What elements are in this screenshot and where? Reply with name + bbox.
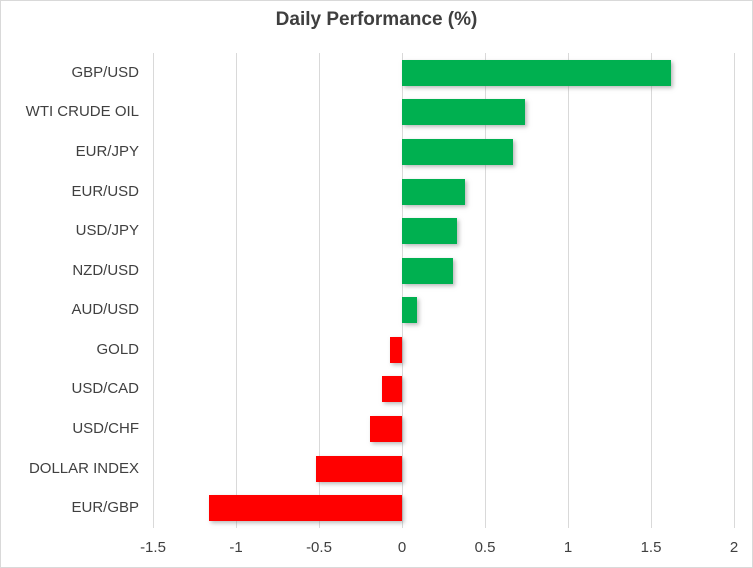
x-tick-label: 1 <box>563 539 573 556</box>
gridline <box>733 53 735 528</box>
category-label: GBP/USD <box>71 63 139 81</box>
bar-aud-usd <box>402 297 417 324</box>
x-tick-label: -1 <box>229 539 243 556</box>
category-label: USD/CAD <box>71 380 139 398</box>
x-tick-label: 0.5 <box>474 539 496 556</box>
x-tick-label: 0 <box>397 539 407 556</box>
category-label: EUR/JPY <box>75 142 139 160</box>
bar-usd-chf <box>370 416 402 443</box>
bar-wti-crude-oil <box>402 99 525 126</box>
category-label: EUR/GBP <box>71 499 139 517</box>
bar-usd-jpy <box>402 218 457 245</box>
gridline <box>318 53 320 528</box>
bar-gbp-usd <box>402 59 671 86</box>
bar-dollar-index <box>315 455 402 482</box>
x-tick-label: -0.5 <box>306 539 332 556</box>
bar-usd-cad <box>382 376 402 403</box>
bar-nzd-usd <box>402 257 454 284</box>
bar-eur-usd <box>402 178 466 205</box>
gridline <box>567 53 569 528</box>
category-label: AUD/USD <box>71 301 139 319</box>
gridline <box>484 53 486 528</box>
bar-eur-gbp <box>209 495 402 522</box>
x-tick-label: -1.5 <box>140 539 166 556</box>
category-label: WTI CRUDE OIL <box>25 103 139 121</box>
x-tick-label: 1.5 <box>640 539 662 556</box>
category-label: NZD/USD <box>72 261 139 279</box>
gridline <box>152 53 154 528</box>
gridline <box>650 53 652 528</box>
x-tick-label: 2 <box>729 539 739 556</box>
category-label: GOLD <box>96 340 139 358</box>
category-label: USD/CHF <box>72 420 139 438</box>
gridline <box>235 53 237 528</box>
category-label: USD/JPY <box>75 222 139 240</box>
category-label: DOLLAR INDEX <box>28 459 139 477</box>
bar-gold <box>390 336 402 363</box>
chart-title: Daily Performance (%) <box>275 9 478 30</box>
gridline <box>401 53 403 528</box>
category-label: EUR/USD <box>71 182 139 200</box>
bar-eur-jpy <box>402 138 514 165</box>
